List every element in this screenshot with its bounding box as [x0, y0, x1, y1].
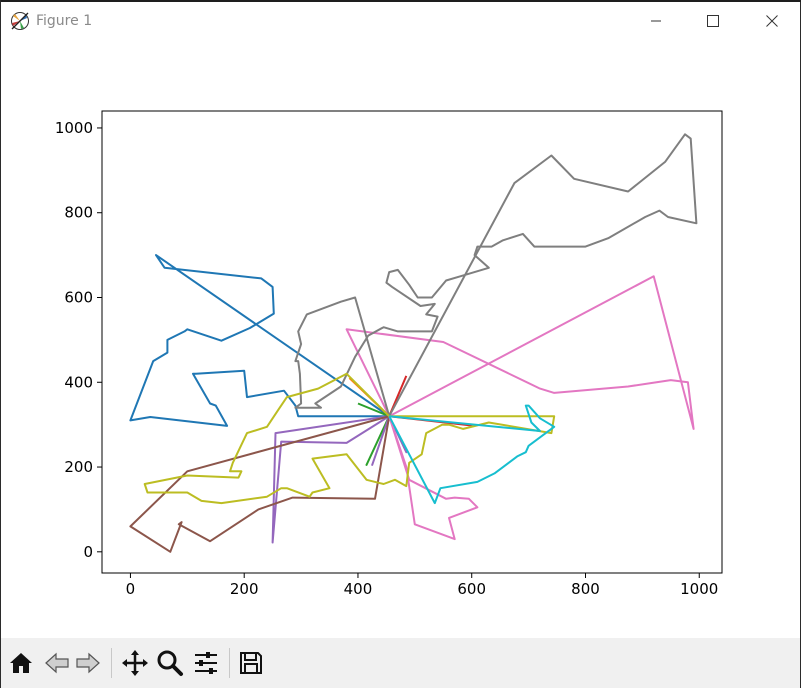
- plot-area: [102, 111, 722, 573]
- back-button[interactable]: [42, 648, 72, 678]
- close-icon: [766, 15, 778, 27]
- close-button[interactable]: [749, 4, 795, 38]
- back-arrow-icon: [45, 652, 69, 674]
- pan-icon: [122, 650, 148, 676]
- y-tick-label: 800: [64, 204, 93, 222]
- x-tick-label: 1000: [680, 580, 718, 598]
- configure-subplots-button[interactable]: [191, 648, 221, 678]
- line-chart[interactable]: 0 200 400 600 800 1000 0 200 400 600 800 1000: [1, 38, 800, 638]
- configure-subplots-icon: [195, 652, 217, 674]
- axes-frame: [101, 110, 723, 574]
- series-line-3: [357, 402, 391, 466]
- toolbar-separator: [229, 648, 230, 678]
- y-tick-label: 200: [64, 458, 93, 476]
- forward-arrow-icon: [76, 652, 100, 674]
- series-line-1: [129, 254, 390, 427]
- forward-button[interactable]: [73, 648, 103, 678]
- x-tick-label: 400: [344, 580, 373, 598]
- y-tick-label: 600: [64, 288, 93, 306]
- series-line-9: [143, 372, 556, 505]
- figure-canvas[interactable]: 0 200 400 600 800 1000 0 200 400 600 800 1000: [1, 38, 800, 638]
- home-button[interactable]: [6, 648, 36, 678]
- matplotlib-logo-icon: [11, 12, 29, 30]
- x-tick-label: 200: [230, 580, 259, 598]
- window-top-border: [1, 0, 801, 2]
- x-tick-label: 0: [126, 580, 136, 598]
- series-line-6: [129, 415, 391, 553]
- pan-button[interactable]: [120, 648, 150, 678]
- x-tick-label: 800: [571, 580, 600, 598]
- series-line-8: [294, 133, 698, 417]
- y-tick-label: 400: [64, 373, 93, 391]
- toolbar-separator: [111, 648, 112, 678]
- title-bar[interactable]: Figure 1: [1, 2, 800, 38]
- navigation-toolbar: [1, 638, 800, 688]
- maximize-icon: [707, 15, 719, 27]
- home-icon: [10, 653, 32, 673]
- window-title: Figure 1: [36, 13, 93, 29]
- zoom-button[interactable]: [155, 648, 185, 678]
- zoom-icon: [157, 650, 183, 676]
- y-tick-label: 1000: [55, 119, 93, 137]
- minimize-icon: [651, 20, 661, 22]
- save-icon: [240, 652, 262, 674]
- minimize-button[interactable]: [633, 4, 679, 38]
- maximize-button[interactable]: [690, 4, 736, 38]
- save-button[interactable]: [236, 648, 266, 678]
- y-tick-label: 0: [83, 543, 93, 561]
- series-line-10: [388, 404, 556, 505]
- x-tick-label: 600: [457, 580, 486, 598]
